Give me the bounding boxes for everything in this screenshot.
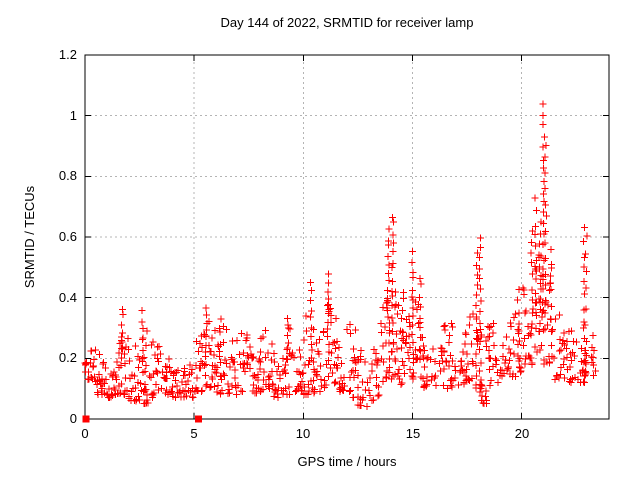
y-tick-label-0p4: 0.4 [58,290,77,305]
y-tick-label-0p8: 0.8 [58,168,77,183]
chart-title: Day 144 of 2022, SRMTID for receiver lam… [220,15,474,30]
x-tick-label-0: 0 [81,426,89,441]
x-tick-label-20: 20 [514,426,530,441]
x-tick-label-10: 10 [295,426,311,441]
y-tick-label-1: 1 [69,108,77,123]
y-tick-label-0: 0 [69,411,77,426]
y-tick-label-1p2: 1.2 [58,47,77,62]
x-tick-label-5: 5 [190,426,198,441]
scatter-points [81,100,600,411]
grid-lines [85,55,609,419]
x-tick-label-15: 15 [405,426,421,441]
y-tick-label-0p2: 0.2 [58,350,77,365]
x-axis-label: GPS time / hours [297,454,397,469]
y-tick-label-0p6: 0.6 [58,229,77,244]
